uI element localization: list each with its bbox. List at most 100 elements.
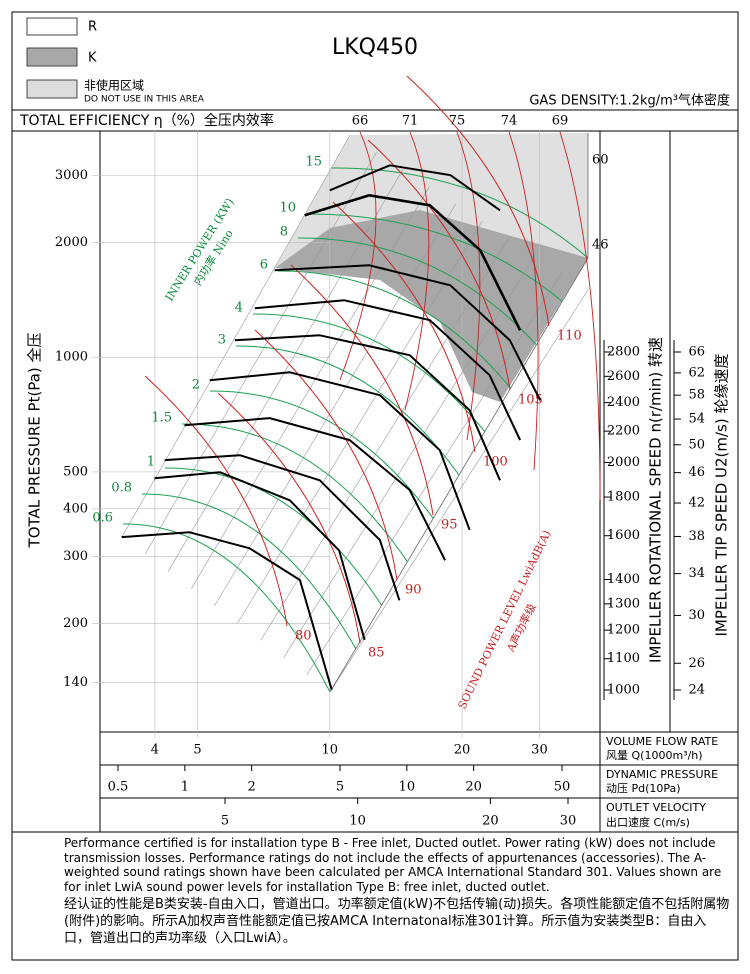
y-tick-label: 140 — [63, 675, 88, 690]
tick-label: 10 — [399, 780, 416, 795]
tick-label: 46 — [688, 465, 705, 480]
efficiency-curve — [559, 131, 601, 501]
tick-label: 1200 — [607, 623, 640, 638]
efficiency-curve — [508, 131, 539, 471]
speed-axis-label: IMPELLER ROTATIONAL SPEED n(r/min) 转速 — [647, 337, 665, 663]
power-value: 0.8 — [111, 481, 132, 496]
power-curve — [277, 270, 511, 389]
system-line — [329, 289, 589, 693]
legend-label: R — [88, 20, 97, 35]
efficiency-label: TOTAL EFFICIENCY η（%）全压内效率 — [19, 112, 274, 129]
sound-value: 95 — [441, 518, 458, 533]
power-value: 0.6 — [92, 511, 113, 526]
system-line — [144, 152, 377, 555]
velocity-axis-label: 出口速度 C(m/s) — [606, 815, 690, 829]
pd-axis-label: DYNAMIC PRESSURE — [606, 768, 718, 781]
legend-swatch — [26, 17, 78, 36]
fan-curve — [164, 454, 401, 601]
sound-curve — [144, 375, 288, 627]
legend-swatch — [26, 47, 78, 67]
tick-label: 2400 — [607, 395, 640, 410]
power-value: 4 — [235, 301, 243, 316]
sound-curve — [367, 139, 511, 391]
fan-curve — [121, 531, 333, 690]
sound-value: 85 — [368, 646, 385, 661]
pd-axis-label: 动压 Pd(10Pa) — [606, 782, 681, 795]
sound-value: 100 — [483, 455, 508, 470]
power-value: 15 — [305, 155, 322, 170]
power-curve — [181, 423, 408, 563]
y-tick-label: 2000 — [55, 235, 88, 250]
x-tick-label: 4 — [151, 743, 159, 758]
fan-curve — [234, 334, 501, 481]
y-tick-label: 200 — [63, 616, 88, 631]
tick-label: 1300 — [607, 596, 640, 611]
efficiency-value: 74 — [501, 114, 518, 129]
x-tick-label: 5 — [193, 743, 201, 758]
efficiency-value: 71 — [402, 114, 419, 129]
footer: Performance certified is for installatio… — [64, 836, 730, 947]
efficiency-curve — [404, 131, 430, 411]
power-value: 3 — [218, 333, 226, 348]
y-tick-label: 500 — [63, 464, 88, 479]
tick-label: 10 — [349, 814, 366, 829]
power-curve — [122, 523, 331, 693]
tick-label: 30 — [688, 608, 705, 623]
power-value: 1 — [147, 455, 155, 470]
tick-label: 2000 — [607, 455, 640, 470]
fan-curve — [154, 471, 366, 641]
x-tick-label: 10 — [322, 743, 339, 758]
fan-curve — [304, 194, 522, 331]
tick-label: 1800 — [607, 490, 640, 505]
sound-label: SOUND POWER LEVEL LwiAdB(A) — [455, 528, 553, 711]
tick-label: 2 — [248, 780, 256, 795]
efficiency-value: 69 — [552, 114, 569, 129]
power-value: 2 — [192, 378, 200, 393]
tick-label: 30 — [560, 814, 577, 829]
tick-label: 42 — [688, 496, 705, 511]
tick-label: 54 — [688, 412, 705, 427]
tip-axis-label: IMPELLER TIP SPEED U2(m/s) 轮缘速度 — [713, 354, 731, 637]
power-curve — [305, 213, 563, 302]
fan-curve — [184, 417, 446, 561]
legend-swatch — [26, 79, 78, 99]
x-axis-label: 风量 Q(1000m³/h) — [606, 749, 703, 762]
x-tick-label: 20 — [454, 743, 471, 758]
power-value: 8 — [280, 225, 288, 240]
tick-label: 38 — [688, 529, 705, 544]
y-tick-label: 1000 — [55, 350, 88, 365]
tick-label: 1000 — [607, 683, 640, 698]
tick-label: 5 — [336, 780, 344, 795]
fan-curve — [329, 164, 501, 212]
efficiency-value: 66 — [352, 114, 369, 129]
sound-value: 90 — [405, 583, 422, 598]
legend-label: K — [88, 51, 97, 66]
efficiency-curve — [339, 131, 377, 381]
sound-curve — [406, 75, 550, 327]
sound-curve — [290, 264, 434, 516]
x-axis-label: VOLUME FLOW RATE — [606, 735, 718, 748]
tick-label: 2800 — [607, 345, 640, 360]
sound-curve — [254, 329, 398, 581]
sound-value: 110 — [557, 329, 582, 344]
tick-label: 0.5 — [108, 780, 129, 795]
tick-label: 20 — [465, 780, 482, 795]
system-line — [214, 203, 457, 607]
power-value: 1.5 — [151, 411, 172, 426]
power-curve — [235, 345, 460, 476]
efficiency-curve — [456, 131, 481, 441]
title: LKQ450 — [332, 35, 418, 60]
velocity-axis-label: OUTLET VELOCITY — [606, 801, 706, 814]
y-axis-label: TOTAL PRESSURE Pt(Pa) 全压 — [26, 333, 44, 549]
x-tick-label: 30 — [531, 743, 548, 758]
y-tick-label: 3000 — [55, 168, 88, 183]
footer-chinese: 经认证的性能是B类安装-自由入口，管道出口。功率额定值(kW)不包括传输(动)损… — [64, 897, 730, 946]
density-value: 60 — [592, 153, 609, 168]
fan-curve — [209, 371, 471, 531]
power-curve — [141, 493, 357, 649]
tick-label: 26 — [688, 656, 705, 671]
power-curve — [209, 390, 434, 519]
tick-label: 1600 — [607, 528, 640, 543]
